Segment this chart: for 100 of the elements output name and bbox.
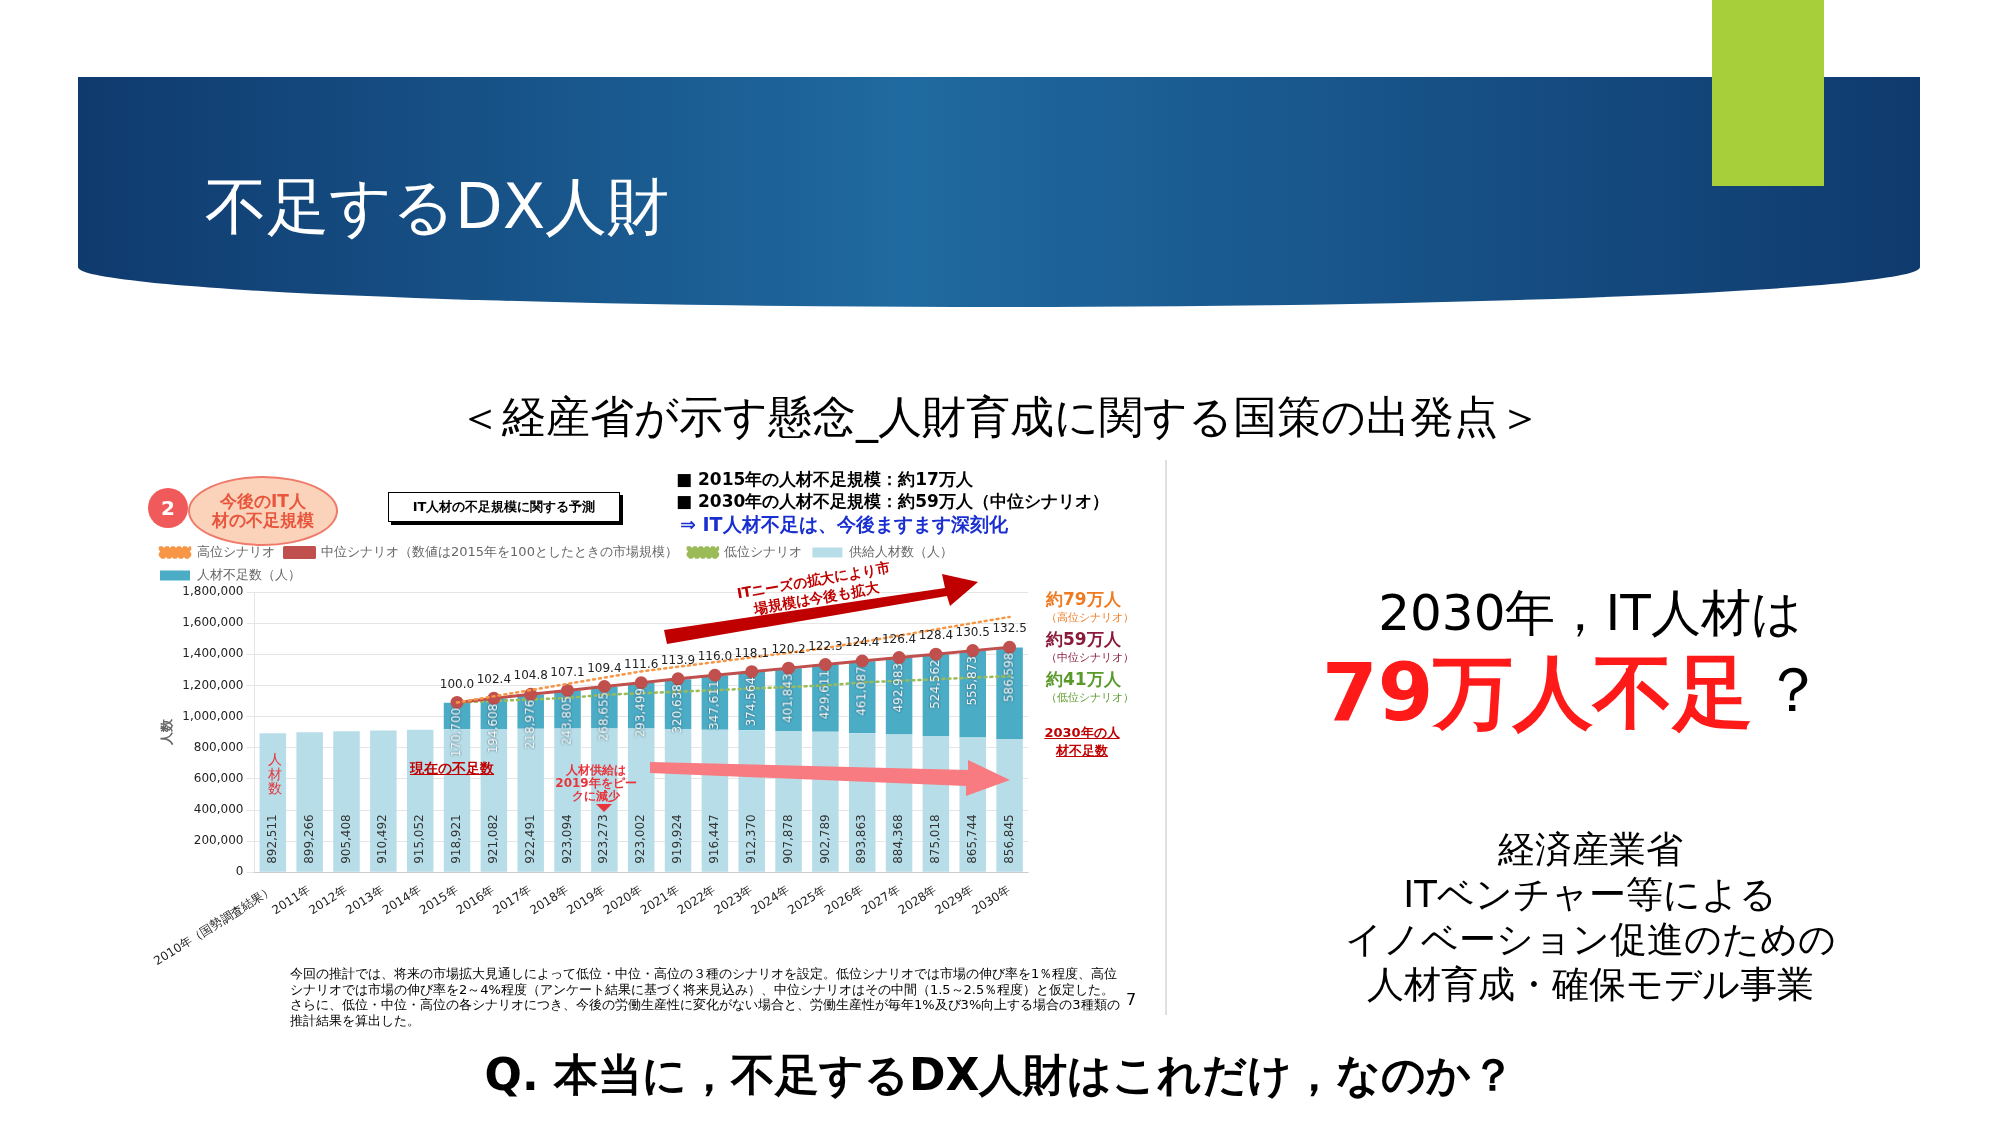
data-label: 907,878 — [780, 814, 795, 864]
point — [671, 672, 685, 686]
data-label: 893,863 — [854, 814, 869, 864]
data-label: 132.5 — [992, 621, 1027, 636]
point — [634, 676, 648, 690]
data-label: 113.9 — [660, 652, 696, 667]
annotation: 現在の不足数 — [410, 760, 494, 778]
text: 約79万人 — [1046, 588, 1121, 611]
data-label: 118.1 — [734, 645, 769, 660]
y-tick-label: 1,000,000 — [182, 708, 244, 723]
point — [892, 651, 906, 665]
data-label: 912,370 — [743, 814, 758, 864]
data-label: 100.0 — [439, 676, 475, 691]
text: 2030年，IT人材は — [1377, 583, 1803, 644]
data-label: 109.4 — [587, 660, 622, 675]
data-label: 916,447 — [707, 814, 722, 864]
chart-subtitle: ＜経産省が示す懸念_人財育成に関する国策の出発点＞ — [457, 390, 1543, 445]
y-tick-label: 400,000 — [193, 802, 244, 817]
text: IT人材の不足規模に関する予測 — [388, 492, 620, 522]
text: 人材育成・確保モデル事業 — [1365, 962, 1815, 1008]
data-label: 429,611 — [817, 669, 832, 720]
data-label: 128.4 — [918, 628, 954, 643]
data-label: 892,511 — [264, 814, 279, 864]
text: 2 — [148, 488, 188, 528]
text: 経済産業省 — [1497, 828, 1683, 871]
point — [782, 661, 796, 675]
y-tick-label: 0 — [235, 864, 244, 879]
text: 今後のIT人材の不足規模 — [212, 491, 314, 530]
y-tick-label: 1,200,000 — [182, 677, 244, 692]
y-tick-label: 800,000 — [193, 739, 244, 754]
data-label: 865,744 — [964, 814, 979, 864]
data-label: 524,562 — [928, 659, 943, 709]
data-label: 126.4 — [881, 631, 917, 646]
point — [708, 668, 722, 682]
data-label: 104.8 — [513, 668, 548, 683]
annotation: 人材供給は2019年をピークに減少 — [554, 763, 638, 804]
legend-label: 低位シナリオ — [724, 543, 803, 559]
y-tick-label: 1,600,000 — [182, 615, 244, 630]
text: Q. 本当に，不足するDX人財はこれだけ，なのか？ — [483, 1048, 1517, 1102]
annotation: ITニーズの拡大により市場規模は今後も拡大 — [734, 558, 892, 619]
data-label: 111.6 — [624, 656, 659, 671]
annotation: 人材数 — [268, 751, 282, 797]
point — [966, 644, 980, 658]
text: ？ — [1762, 652, 1824, 728]
data-label: 586,598 — [1001, 652, 1016, 703]
y-tick-label: 1,400,000 — [182, 646, 244, 661]
data-label: 921,082 — [485, 814, 500, 864]
data-label: 194,608 — [485, 703, 500, 754]
point — [561, 683, 575, 697]
data-label: 918,921 — [449, 814, 464, 864]
data-label: 910,492 — [375, 814, 390, 864]
data-label: 461,087 — [854, 666, 869, 716]
data-label: 320,638 — [670, 684, 685, 734]
data-label: 374,564 — [743, 676, 758, 727]
legend-label: 中位シナリオ（数値は2015年を100としたときの市場規模） — [321, 543, 678, 559]
chart-title: 不足するDX人財 — [205, 169, 670, 245]
data-label: 120.2 — [771, 642, 806, 657]
text: ITベンチャー等による — [1403, 873, 1777, 916]
text: 約41万人 — [1046, 668, 1121, 691]
text: 79万人不足 — [1322, 646, 1754, 739]
text: 7 — [1126, 990, 1137, 1009]
data-label: 915,052 — [412, 814, 427, 864]
bar — [333, 731, 360, 872]
point — [1003, 640, 1017, 654]
data-label: 347,611 — [707, 680, 722, 731]
text: （低位シナリオ） — [1046, 690, 1134, 705]
legend-label: 人材不足数（人） — [196, 566, 301, 582]
y-tick-label: 1,800,000 — [182, 584, 244, 599]
legend-label: 供給人材数（人） — [848, 543, 953, 559]
data-label: 130.5 — [955, 624, 990, 639]
text: イノベーション促進のための — [1344, 918, 1836, 961]
data-label: 919,924 — [670, 814, 685, 864]
data-label: 116.0 — [697, 649, 733, 664]
text: ⇒ IT人材不足は、今後ますます深刻化 — [680, 512, 1008, 537]
data-label: 492,983 — [891, 662, 906, 713]
data-label: 923,273 — [596, 814, 611, 864]
bar — [296, 732, 323, 872]
text: （高位シナリオ） — [1046, 610, 1134, 625]
text: （中位シナリオ） — [1046, 650, 1134, 665]
data-label: 902,789 — [817, 814, 832, 864]
data-label: 905,408 — [338, 814, 353, 864]
data-label: 899,266 — [301, 814, 316, 864]
point — [818, 658, 832, 672]
point — [597, 679, 611, 693]
data-label: 122.3 — [808, 638, 843, 653]
y-axis-title: 人数 — [158, 718, 174, 747]
text: ■ 2030年の人材不足規模：約59万人（中位シナリオ） — [676, 490, 1109, 513]
data-label: 923,002 — [633, 814, 648, 864]
text: 約59万人 — [1046, 628, 1121, 651]
point — [855, 654, 869, 668]
data-label: 401,843 — [780, 673, 795, 723]
y-tick-label: 600,000 — [193, 771, 244, 786]
data-label: 884,368 — [891, 814, 906, 864]
data-label: 922,491 — [522, 814, 537, 864]
text: 2030年の人材不足数 — [1044, 724, 1120, 760]
text: ■ 2015年の人材不足規模：約17万人 — [676, 468, 973, 491]
y-tick-label: 200,000 — [193, 833, 244, 848]
data-label: 555,873 — [964, 655, 979, 706]
data-label: 875,018 — [928, 814, 943, 864]
data-label: 923,094 — [559, 814, 574, 864]
